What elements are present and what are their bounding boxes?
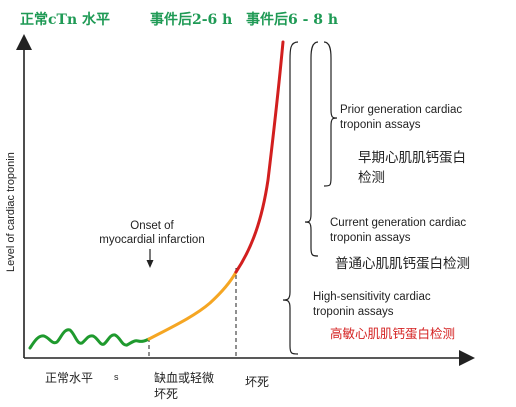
current-brace bbox=[304, 41, 319, 257]
phase-normal-label: 正常水平 bbox=[45, 371, 93, 385]
current-en-line1: Current generation cardiac bbox=[330, 217, 466, 229]
header-normal-level: 正常cTn 水平 bbox=[20, 11, 110, 28]
onset-label-line1: Onset of bbox=[130, 220, 174, 232]
axes bbox=[16, 34, 475, 366]
necrosis-curve bbox=[234, 40, 285, 274]
current-en-line2: troponin assays bbox=[330, 232, 411, 244]
prior-en-line1: Prior generation cardiac bbox=[340, 104, 462, 116]
onset-label-line2: myocardial infarction bbox=[99, 234, 204, 246]
prior-brace bbox=[323, 41, 338, 187]
hs-en-line2: troponin assays bbox=[313, 306, 394, 318]
y-axis-label: Level of cardiac troponin bbox=[5, 152, 17, 272]
prior-en-line2: troponin assays bbox=[340, 119, 421, 131]
phase-ischemia-line1: 缺血或轻微 bbox=[154, 370, 214, 385]
brackets bbox=[282, 41, 338, 355]
prior-zh-line1: 早期心肌肌钙蛋白 bbox=[358, 150, 466, 166]
phase-normal-mark: s bbox=[114, 372, 119, 382]
header-after-2-6h: 事件后2-6 h bbox=[150, 11, 232, 28]
onset-arrow bbox=[146, 249, 154, 268]
normal-level-curve bbox=[28, 328, 151, 350]
phase-necrosis-label: 坏死 bbox=[245, 375, 269, 389]
prior-zh-line2: 检测 bbox=[358, 170, 385, 186]
current-zh: 普通心肌肌钙蛋白检测 bbox=[335, 256, 470, 272]
ischemia-curve bbox=[147, 270, 238, 341]
hs-zh: 高敏心肌肌钙蛋白检测 bbox=[330, 326, 455, 341]
header-after-6-8h: 事件后6 - 8 h bbox=[246, 11, 338, 28]
phase-ischemia-line2: 坏死 bbox=[154, 387, 178, 401]
hs-en-line1: High-sensitivity cardiac bbox=[313, 291, 431, 303]
hs-brace bbox=[282, 41, 299, 355]
